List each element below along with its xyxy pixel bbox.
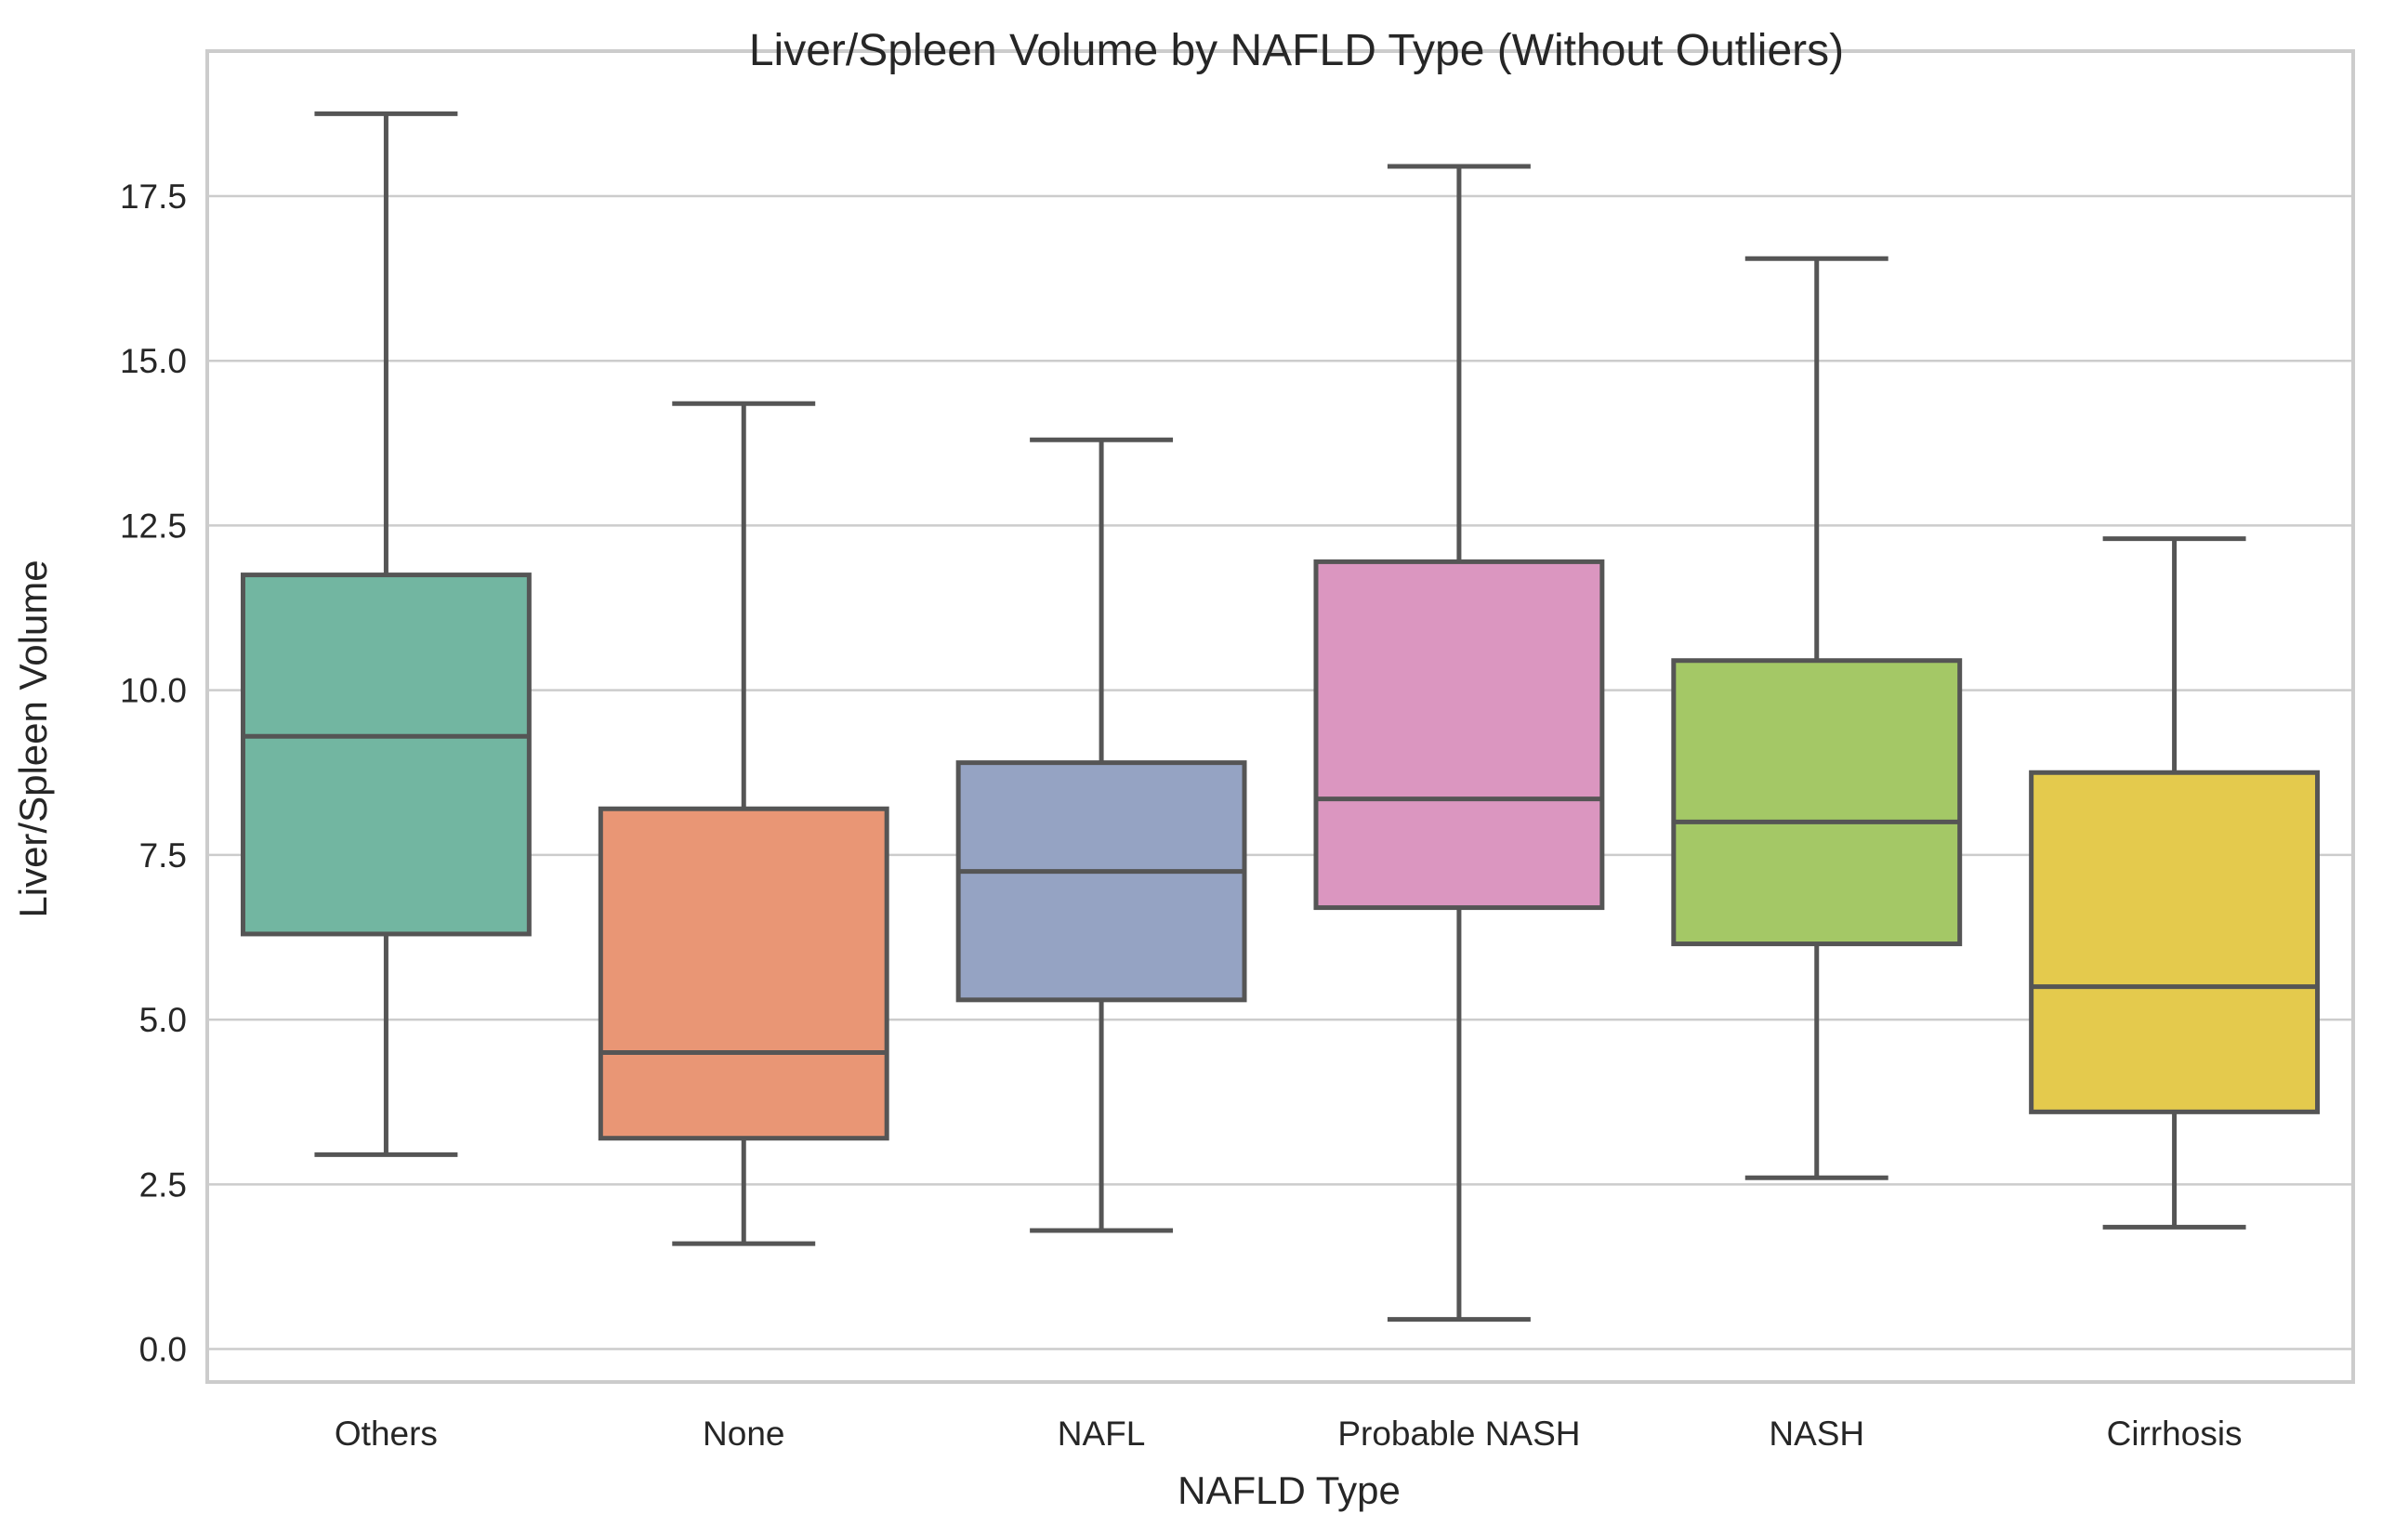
iqr-box bbox=[598, 806, 889, 1141]
boxes bbox=[240, 111, 2321, 1323]
y-tick-label: 5.0 bbox=[139, 1001, 187, 1039]
box-group bbox=[598, 401, 889, 1246]
chart-title: Liver/Spleen Volume by NAFLD Type (Witho… bbox=[749, 26, 1844, 75]
x-tick-label: NAFL bbox=[1058, 1415, 1146, 1453]
box-group bbox=[1313, 164, 1605, 1323]
grid-lines bbox=[207, 194, 2353, 1350]
iqr-box bbox=[240, 573, 532, 937]
x-tick-labels: Others None NAFL Probable NASH NASH Cirrhosis bbox=[335, 1415, 2243, 1453]
iqr-box bbox=[1313, 559, 1605, 911]
y-tick-label: 15.0 bbox=[120, 342, 187, 380]
x-tick-label: None bbox=[703, 1415, 784, 1453]
y-tick-label: 7.5 bbox=[139, 836, 187, 875]
y-axis-label: Liver/Spleen Volume bbox=[11, 559, 55, 917]
y-tick-label: 12.5 bbox=[120, 507, 187, 545]
y-tick-label: 17.5 bbox=[120, 178, 187, 216]
x-tick-label: NASH bbox=[1769, 1415, 1864, 1453]
y-tick-label: 0.0 bbox=[139, 1331, 187, 1369]
y-tick-label: 2.5 bbox=[139, 1165, 187, 1204]
x-axis-label: NAFLD Type bbox=[1178, 1468, 1401, 1512]
iqr-box bbox=[955, 760, 1247, 1003]
box-group bbox=[2029, 536, 2321, 1230]
plot-frame bbox=[205, 49, 2355, 1384]
x-tick-label: Probable NASH bbox=[1337, 1415, 1580, 1453]
box-group bbox=[955, 437, 1247, 1233]
box-group bbox=[240, 111, 532, 1157]
x-tick-label: Others bbox=[335, 1415, 438, 1453]
y-tick-labels: 0.0 2.5 5.0 7.5 10.0 12.5 15.0 17.5 bbox=[120, 178, 187, 1369]
iqr-box bbox=[2029, 770, 2321, 1114]
x-tick-label: Cirrhosis bbox=[2107, 1415, 2243, 1453]
box-group bbox=[1671, 256, 1963, 1180]
y-tick-label: 10.0 bbox=[120, 672, 187, 710]
iqr-box bbox=[1671, 658, 1963, 947]
